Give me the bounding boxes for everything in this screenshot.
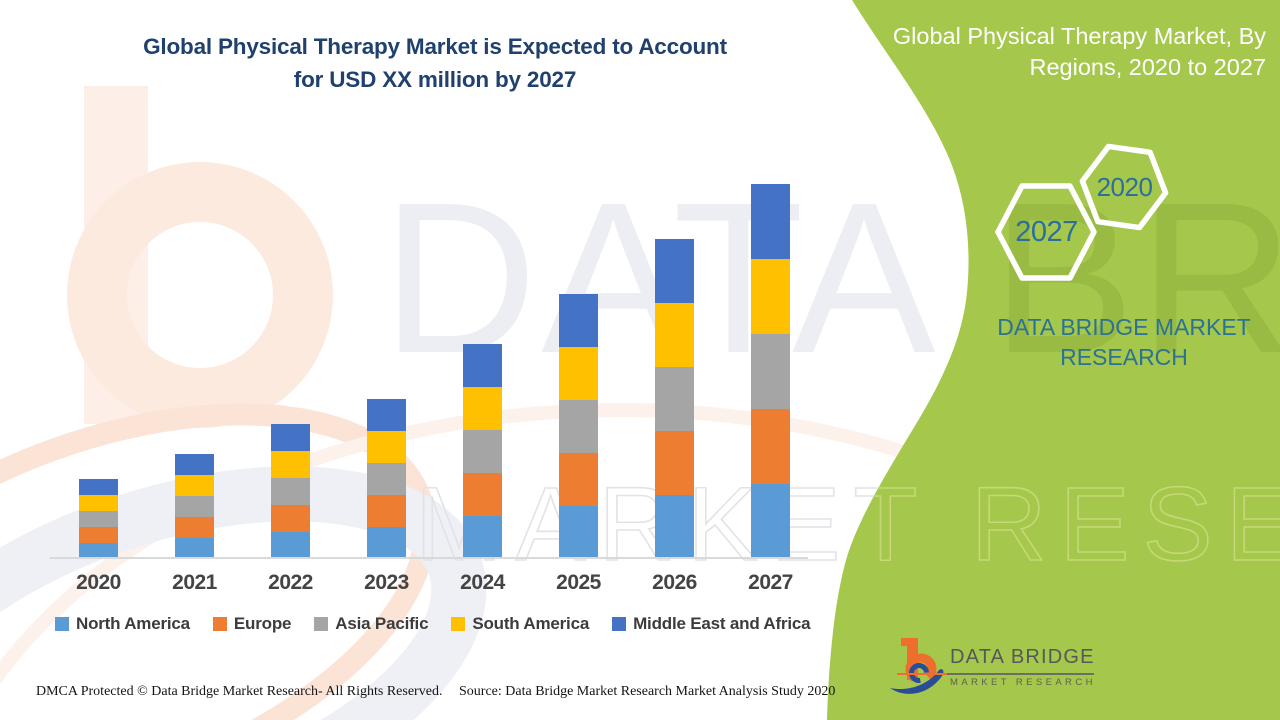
x-axis-label-2020: 2020 <box>76 571 121 594</box>
bar-2025 <box>559 294 598 559</box>
logo-divider-gray <box>947 673 1094 675</box>
green-panel <box>827 0 1280 720</box>
bar-segment-middle-east-and-africa-2025 <box>559 294 598 347</box>
legend-item-europe: Europe <box>212 614 292 634</box>
bar-segment-middle-east-and-africa-2026 <box>655 239 694 303</box>
bar-segment-south-america-2024 <box>463 387 502 430</box>
hexagon-year-2020: 2020 <box>1096 172 1153 202</box>
x-axis-label-2022: 2022 <box>268 571 313 594</box>
bar-segment-north-america-2023 <box>367 527 406 559</box>
bar-2026 <box>655 239 694 559</box>
panel-title-line2: Regions, 2020 to 2027 <box>1029 54 1267 80</box>
x-axis-label-2026: 2026 <box>652 571 697 594</box>
bar-segment-europe-2025 <box>559 453 598 506</box>
bar-2020 <box>79 479 118 559</box>
bar-segment-south-america-2025 <box>559 347 598 400</box>
bar-segment-north-america-2020 <box>79 543 118 559</box>
bar-segment-north-america-2026 <box>655 495 694 559</box>
legend-swatch-icon <box>55 617 69 631</box>
hexagon-2020 <box>1079 143 1169 231</box>
bar-segment-middle-east-and-africa-2023 <box>367 399 406 431</box>
bar-segment-asia-pacific-2027 <box>751 334 790 409</box>
data-bridge-logo: DATA BRIDGE MARKET RESEARCH <box>888 636 1100 696</box>
logo-sub-text: MARKET RESEARCH <box>950 677 1096 688</box>
bar-segment-north-america-2025 <box>559 506 598 559</box>
bar-segment-europe-2026 <box>655 431 694 495</box>
bar-segment-south-america-2026 <box>655 303 694 367</box>
legend-label: Europe <box>233 614 292 633</box>
bar-2024 <box>463 344 502 559</box>
bar-segment-asia-pacific-2022 <box>271 478 310 505</box>
bar-segment-south-america-2023 <box>367 431 406 463</box>
x-axis-label-2021: 2021 <box>172 571 217 594</box>
bar-segment-asia-pacific-2024 <box>463 430 502 473</box>
brand-heading: DATA BRIDGE MARKET RESEARCH <box>997 314 1251 370</box>
x-axis-label-2027: 2027 <box>748 571 793 594</box>
legend-swatch-icon <box>314 617 329 631</box>
bar-segment-north-america-2021 <box>175 538 214 559</box>
bar-segment-south-america-2021 <box>175 475 214 496</box>
legend-item-asia-pacific: Asia Pacific <box>314 614 429 634</box>
bar-segment-europe-2020 <box>79 527 118 543</box>
chart-headline-line2: for USD XX million by 2027 <box>293 67 577 92</box>
source-note: Source: Data Bridge Market Research Mark… <box>459 684 836 699</box>
legend-label: North America <box>76 614 190 633</box>
panel-title-line1: Global Physical Therapy Market, By <box>892 23 1266 49</box>
chart-headline-line1: Global Physical Therapy Market is Expect… <box>143 34 727 59</box>
bar-segment-middle-east-and-africa-2022 <box>271 424 310 451</box>
gray-swoosh-watermark <box>0 466 487 720</box>
bar-segment-asia-pacific-2020 <box>79 511 118 527</box>
legend-swatch-icon <box>612 617 627 631</box>
chart-legend: North America Europe Asia Pacific South Ame… <box>55 614 811 634</box>
dmca-notice: DMCA Protected © Data Bridge Market Rese… <box>36 684 443 699</box>
bar-segment-europe-2021 <box>175 517 214 538</box>
bar-segment-middle-east-and-africa-2024 <box>463 344 502 387</box>
logo-divider-orange <box>897 673 947 675</box>
panel-title: Global Physical Therapy Market, By Regio… <box>846 21 1266 83</box>
x-axis-label-2023: 2023 <box>364 571 409 594</box>
bar-segment-asia-pacific-2026 <box>655 367 694 431</box>
bar-segment-europe-2022 <box>271 505 310 532</box>
bar-segment-middle-east-and-africa-2027 <box>751 184 790 259</box>
bar-2022 <box>271 424 310 559</box>
bar-segment-south-america-2027 <box>751 259 790 334</box>
chart-headline: Global Physical Therapy Market is Expect… <box>80 30 790 96</box>
bar-segment-north-america-2024 <box>463 516 502 559</box>
bar-segment-asia-pacific-2021 <box>175 496 214 517</box>
bar-segment-middle-east-and-africa-2020 <box>79 479 118 495</box>
bar-2023 <box>367 399 406 559</box>
legend-label: Asia Pacific <box>335 614 429 633</box>
bar-segment-europe-2027 <box>751 409 790 484</box>
legend-label: South America <box>472 614 590 633</box>
bar-segment-middle-east-and-africa-2021 <box>175 454 214 475</box>
bar-segment-south-america-2022 <box>271 451 310 478</box>
logo-name-text: DATA BRIDGE <box>950 646 1095 668</box>
legend-item-middle-east-and-africa: Middle East and Africa <box>612 614 811 634</box>
x-axis-label-2024: 2024 <box>460 571 505 594</box>
bar-segment-south-america-2020 <box>79 495 118 511</box>
x-axis-label-2025: 2025 <box>556 571 601 594</box>
bar-segment-europe-2023 <box>367 495 406 527</box>
hexagon-2027 <box>995 183 1097 281</box>
bar-2021 <box>175 454 214 559</box>
legend-label: Middle East and Africa <box>633 614 811 633</box>
legend-item-south-america: South America <box>451 614 589 634</box>
legend-swatch-icon <box>212 617 227 631</box>
peach-b-watermark <box>0 86 1280 720</box>
legend-swatch-icon <box>451 617 466 631</box>
bar-2027 <box>751 184 790 559</box>
data-bridge-logo-icon <box>890 638 944 694</box>
bar-segment-north-america-2022 <box>271 532 310 559</box>
legend-item-north-america: North America <box>55 614 190 634</box>
hexagon-year-2027: 2027 <box>1015 216 1078 248</box>
x-axis-line <box>50 557 808 559</box>
bar-segment-north-america-2027 <box>751 484 790 559</box>
bar-segment-asia-pacific-2025 <box>559 400 598 453</box>
bar-segment-europe-2024 <box>463 473 502 516</box>
bar-segment-asia-pacific-2023 <box>367 463 406 495</box>
svg-text:MARKET RESEARCH: MARKET RESEARCH <box>415 466 1280 583</box>
hexagon-badges <box>995 143 1169 281</box>
